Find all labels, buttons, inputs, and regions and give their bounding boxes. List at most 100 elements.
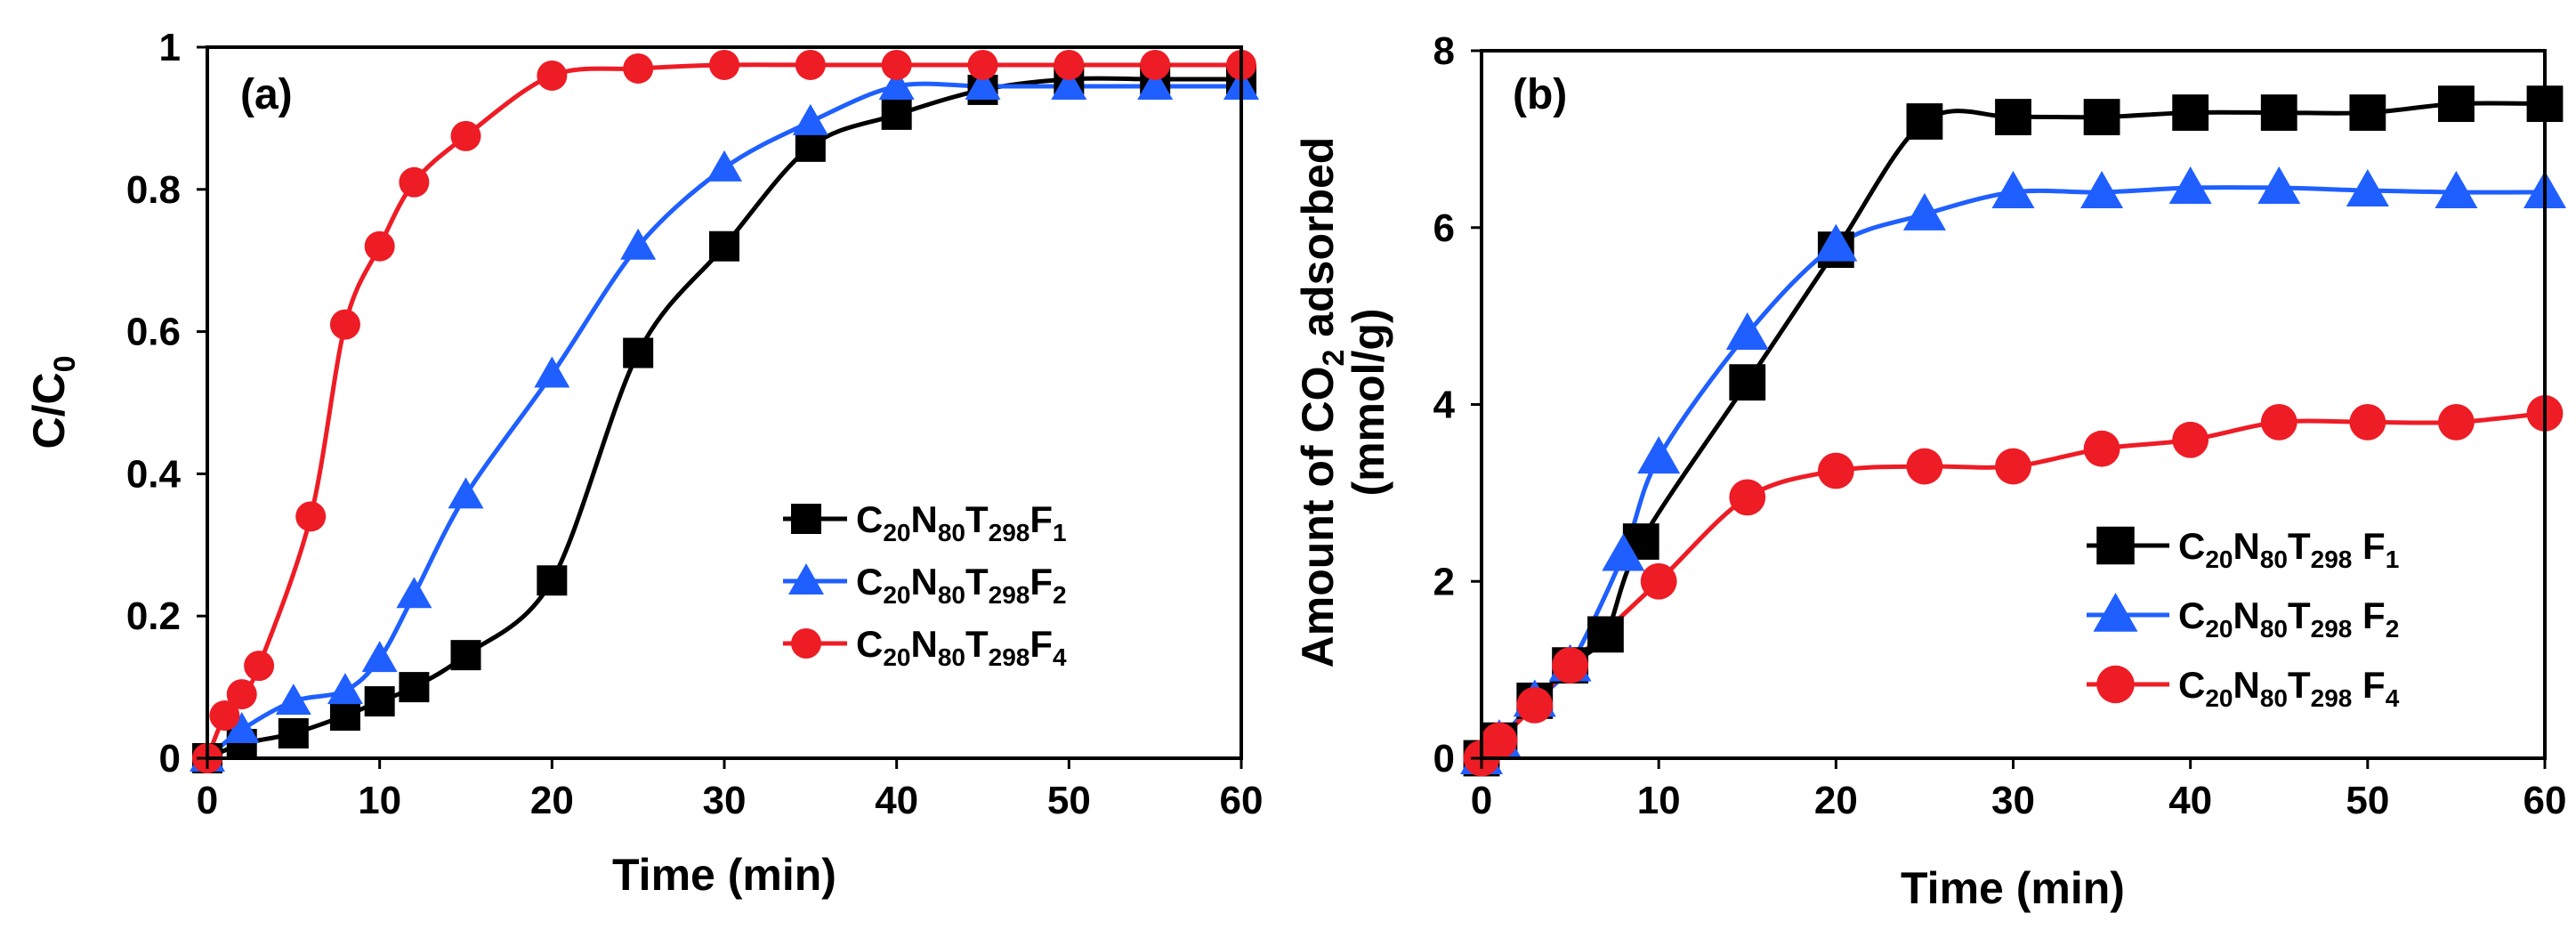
- data-point-b-F2: [1902, 192, 1946, 230]
- data-point-b-F2: [2080, 171, 2124, 208]
- legend-label-part: C: [2178, 664, 2205, 706]
- data-point-b-F4: [1729, 479, 1766, 516]
- y-axis-title-b-line2: (mmol/g): [1344, 308, 1393, 496]
- legend-marker-F2: [2093, 593, 2138, 632]
- y-axis-title-a-sub: 0: [48, 355, 82, 372]
- x-tick-label-a: 60: [1220, 779, 1264, 822]
- legend-label-part: T: [965, 498, 989, 540]
- data-point-a-F4: [399, 166, 430, 198]
- data-point-a-F4: [795, 49, 826, 80]
- data-point-a-F1: [364, 686, 395, 717]
- x-tick-label-a: 10: [358, 779, 401, 822]
- data-point-a-F4: [244, 651, 275, 682]
- data-point-b-F4: [1906, 448, 1943, 485]
- legend-label-part: 80: [938, 643, 965, 671]
- legend-label-part: T: [2288, 594, 2311, 636]
- legend-label-part: C: [2178, 525, 2205, 567]
- legend-label-part: N: [2233, 525, 2260, 567]
- legend-label-part: 80: [2260, 546, 2288, 573]
- data-point-b-F2: [1602, 533, 1645, 571]
- data-point-b-F1: [1587, 616, 1624, 653]
- data-point-a-F1: [278, 718, 309, 749]
- data-point-a-F4: [329, 309, 360, 340]
- series-line-a-F2: [205, 81, 1244, 761]
- data-point-a-F4: [881, 49, 912, 80]
- panel-label-a: (a): [240, 71, 293, 118]
- data-point-a-F4: [1140, 49, 1171, 80]
- plot-b-frame: [1480, 49, 2547, 760]
- legend-label-part: 298: [989, 581, 1030, 609]
- x-tick-label-b: 30: [1991, 779, 2035, 822]
- y-axis-title-b-post: adsorbed: [1293, 137, 1343, 350]
- data-point-b-F1: [2260, 94, 2297, 131]
- legend-label-part: 20: [883, 643, 910, 671]
- x-tick-label-b: 0: [1471, 779, 1492, 822]
- data-point-a-F2: [448, 477, 484, 509]
- data-point-b-F2: [2346, 169, 2389, 207]
- legend-label-part: F: [2352, 594, 2385, 636]
- legend-label-part: 20: [2205, 546, 2233, 573]
- data-point-a-F4: [1054, 49, 1085, 80]
- data-point-b-F4: [1995, 448, 2031, 485]
- data-point-b-F1: [1995, 99, 2031, 135]
- y-tick-label-a: 1: [159, 26, 181, 69]
- data-point-a-F4: [709, 49, 739, 80]
- legend-label-part: 298: [2311, 684, 2353, 712]
- data-point-a-F4: [364, 230, 395, 262]
- legend-label-part: 298: [2311, 546, 2353, 573]
- legend-label-F4: C20N80T298F4: [856, 623, 1067, 671]
- data-point-a-F1: [450, 640, 481, 671]
- legend-label-part: 20: [2205, 684, 2233, 712]
- data-point-b-F4: [1481, 722, 1518, 759]
- y-tick-label-b: 6: [1433, 206, 1455, 250]
- legend-label-part: 298: [2311, 615, 2353, 643]
- data-point-b-F1: [2438, 85, 2475, 123]
- data-point-a-F4: [450, 120, 481, 151]
- legend-label-part: 80: [2260, 615, 2288, 643]
- y-tick-label-a: 0.6: [126, 311, 181, 354]
- legend-marker-F4: [2096, 665, 2135, 704]
- x-axis-title-b: Time (min): [1901, 863, 2125, 913]
- data-point-b-F2: [1725, 312, 1769, 350]
- x-tick-label-b: 10: [1637, 779, 1681, 822]
- legend-label-part: 1: [2386, 546, 2400, 573]
- data-point-a-F4: [226, 679, 257, 710]
- panel-label-b: (b): [1513, 71, 1567, 118]
- legend-label-F1: C20N80T298F1: [856, 498, 1067, 546]
- data-point-a-F2: [792, 103, 828, 135]
- data-point-b-F4: [2083, 430, 2120, 467]
- legend-label-part: F: [1030, 561, 1053, 602]
- legend-label-part: T: [2288, 664, 2311, 706]
- data-point-b-F2: [2435, 171, 2478, 208]
- data-point-a-F1: [329, 700, 360, 732]
- y-tick-label-b: 2: [1433, 560, 1455, 603]
- data-point-b-F4: [1640, 562, 1677, 600]
- data-point-a-F1: [709, 230, 739, 262]
- x-tick-label-a: 30: [703, 779, 747, 822]
- data-point-b-F1: [1729, 364, 1766, 401]
- x-tick-label-b: 40: [2168, 779, 2212, 822]
- data-point-a-F1: [881, 99, 912, 130]
- legend-label-part: 2: [2386, 615, 2400, 643]
- data-point-a-F4: [623, 53, 654, 84]
- x-tick-label-a: 40: [875, 779, 918, 822]
- legend-label-part: 80: [938, 519, 965, 546]
- data-point-a-F4: [209, 700, 240, 732]
- legend-label-part: 1: [1053, 519, 1067, 546]
- data-point-b-F1: [2349, 94, 2386, 131]
- x-axis-title-a: Time (min): [612, 850, 836, 900]
- data-point-b-F4: [2349, 403, 2386, 441]
- legend-label-part: 298: [989, 643, 1030, 671]
- chart-panel-b: 0 10 20 30 40 50 60 0 2 4 6 8 (b) Time (min) Amount…: [1293, 29, 2566, 913]
- data-point-a-F2: [327, 673, 363, 705]
- legend-label-part: F: [1030, 498, 1053, 540]
- data-point-a-F2: [878, 68, 915, 100]
- x-tick-label-a: 50: [1047, 779, 1091, 822]
- legend-label-part: F: [1030, 623, 1053, 665]
- y-tick-label-b: 8: [1433, 29, 1455, 73]
- legend-marker-F1: [791, 504, 821, 534]
